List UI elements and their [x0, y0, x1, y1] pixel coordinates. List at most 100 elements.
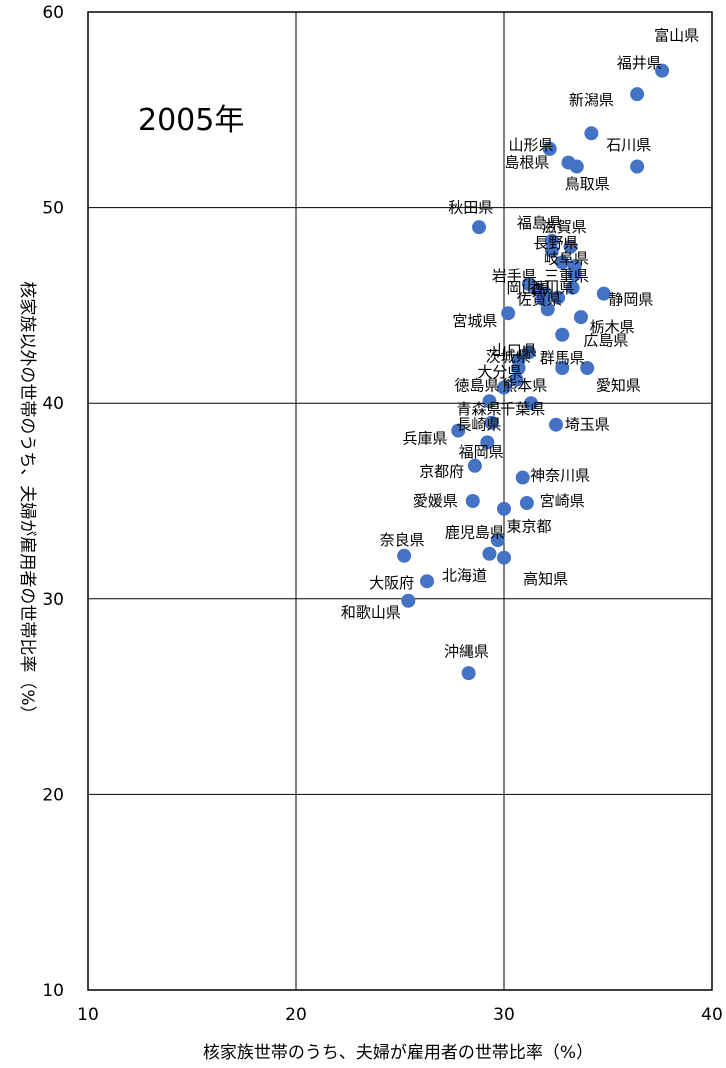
point-label: 新潟県: [569, 91, 614, 109]
data-point: [542, 141, 557, 156]
data-point: [467, 458, 482, 473]
point-label: 茨城県: [486, 347, 531, 365]
point-label: 岩手県: [492, 267, 537, 285]
point-label: 宮城県: [452, 312, 497, 330]
data-point: [401, 593, 416, 608]
data-point: [521, 345, 536, 360]
point-label: 埼玉県: [565, 416, 610, 434]
x-tick-label: 20: [285, 1005, 307, 1025]
point-label: 栃木県: [590, 318, 635, 336]
point-label: 奈良県: [380, 531, 425, 549]
point-label: 北海道: [442, 566, 487, 584]
data-point: [551, 290, 566, 305]
point-label: 島根県: [504, 154, 549, 172]
grid-lines: [87, 11, 713, 991]
point-label: 広島県: [583, 332, 628, 350]
point-label: 鳥取県: [565, 175, 610, 193]
data-point: [497, 550, 511, 565]
data-point: [480, 435, 495, 450]
point-label: 宮崎県: [540, 492, 585, 510]
point-label: 石川県: [606, 136, 651, 154]
point-label: 山口県: [492, 341, 537, 359]
plot-frame: [87, 11, 713, 991]
point-label: 大分県: [477, 363, 522, 381]
y-tick-label: 20: [42, 785, 64, 805]
data-point: [461, 666, 476, 681]
data-point: [420, 574, 435, 589]
point-label: 徳島県: [454, 377, 499, 395]
point-label: 千葉県: [500, 400, 545, 418]
data-point: [565, 280, 580, 295]
data-point: [472, 220, 487, 235]
point-label: 福島県: [517, 214, 562, 232]
data-point: [482, 546, 497, 561]
data-point: [509, 372, 524, 387]
data-point: [630, 159, 645, 174]
point-label: 福井県: [617, 54, 662, 72]
data-point: [484, 415, 499, 430]
data-point: [655, 63, 670, 78]
point-label: 福岡県: [459, 443, 504, 461]
point-label: 神奈川県: [530, 467, 590, 485]
data-point: [584, 126, 599, 141]
point-label: 長崎県: [457, 416, 502, 434]
x-tick-labels: 10 20 30 40: [77, 1005, 723, 1025]
y-tick-label: 10: [42, 981, 64, 1001]
data-point: [567, 267, 582, 282]
y-tick-label: 60: [42, 3, 64, 23]
point-label: 熊本県: [502, 377, 547, 395]
point-labels: 富山県福井県新潟県山形県 石川県島根県鳥取県秋田県福島県滋賀県長野県岐阜県岩手県三…: [341, 26, 699, 660]
point-label: 群馬県: [540, 349, 585, 367]
point-label: 京都府: [419, 463, 464, 481]
data-point: [511, 360, 526, 375]
point-label: 兵庫県: [402, 429, 447, 447]
x-tick-label: 10: [77, 1005, 99, 1025]
data-point: [573, 310, 588, 325]
y-tick-label: 40: [42, 394, 64, 414]
point-label: 山形県: [509, 136, 554, 154]
point-label: 長野県: [533, 234, 578, 252]
chart-title: 2005年: [138, 103, 244, 138]
data-point: [465, 494, 480, 508]
point-label: 香川県: [529, 279, 574, 297]
point-label: 大阪府: [369, 574, 414, 592]
point-label: 高知県: [523, 570, 568, 588]
data-point: [497, 501, 511, 516]
data-point: [397, 548, 412, 563]
point-label: 鹿児島県: [445, 523, 505, 541]
data-point: [451, 423, 466, 438]
point-label: 静岡県: [608, 291, 653, 309]
data-point: [555, 360, 570, 375]
data-point: [569, 159, 584, 174]
point-label: 滋賀県: [542, 218, 587, 236]
point-label: 和歌山県: [341, 603, 401, 621]
data-point: [515, 470, 530, 485]
x-tick-label: 40: [701, 1005, 723, 1025]
x-axis-label: 核家族世帯のうち、夫婦が雇用者の世帯比率（%）: [203, 1043, 593, 1063]
data-point: [544, 233, 559, 248]
point-label: 富山県: [654, 26, 699, 44]
y-axis-label: 核家族以外の世帯のうち、夫婦が雇用者の世帯比率（%）: [17, 281, 37, 722]
data-point: [490, 533, 505, 548]
y-tick-labels: 10 20 30 40 50 60: [42, 3, 64, 1001]
data-point: [524, 396, 539, 411]
data-point: [519, 495, 534, 510]
data-point: [482, 394, 497, 409]
point-label: 岐阜県: [544, 249, 589, 267]
data-point: [544, 243, 559, 258]
data-point: [555, 255, 570, 270]
data-point: [580, 360, 595, 375]
data-point: [555, 327, 570, 342]
point-label: 佐賀県: [517, 291, 562, 309]
data-point: [563, 239, 578, 254]
point-label: 三重県: [544, 267, 589, 285]
y-tick-label: 50: [42, 199, 64, 219]
point-label: 沖縄県: [444, 643, 489, 661]
point-label: 青森県: [457, 400, 502, 418]
point-label: 東京都: [506, 517, 551, 535]
y-tick-label: 30: [42, 590, 64, 610]
data-point: [596, 286, 611, 301]
point-label: 愛知県: [596, 377, 641, 395]
data-point: [549, 417, 563, 432]
